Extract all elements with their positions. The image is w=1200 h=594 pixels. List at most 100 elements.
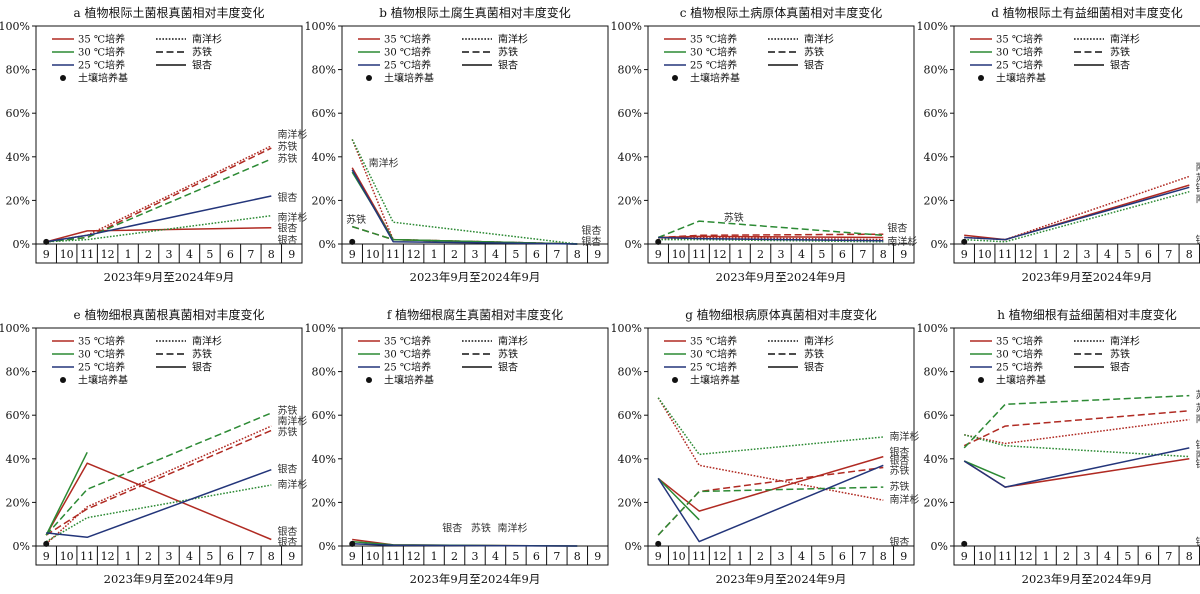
- y-tick-label: 20%: [312, 194, 336, 207]
- x-tick-label: 9: [43, 550, 50, 563]
- series-30c-yinxing: [351, 171, 578, 245]
- x-tick-label: 9: [288, 248, 295, 261]
- x-tick-label: 6: [839, 248, 846, 261]
- x-tick-label: 7: [247, 550, 254, 563]
- x-tick-label: 9: [594, 248, 601, 261]
- legend-label-nanyangshan: 南洋杉: [498, 335, 528, 348]
- legend-soil-marker: [60, 75, 66, 81]
- x-tick-label: 6: [1145, 248, 1152, 261]
- series-25c-yinxing: [964, 186, 1190, 241]
- x-tick-label: 4: [186, 550, 193, 563]
- legend-label-nanyangshan: 南洋杉: [1110, 33, 1140, 46]
- series-end-label: 银杏: [581, 235, 601, 248]
- chart-title-d: d 植物根际土有益细菌相对丰度变化: [991, 5, 1183, 20]
- x-tick-label: 4: [1104, 550, 1111, 563]
- x-tick-label: 1: [1043, 550, 1050, 563]
- soil-point: [655, 540, 662, 547]
- x-tick-label: 10: [978, 550, 992, 563]
- x-tick-label: 4: [492, 248, 499, 261]
- x-tick-label: 2: [145, 550, 152, 563]
- legend-label-yinxing: 银杏: [1110, 59, 1130, 72]
- series-end-label: 南洋杉: [277, 211, 307, 224]
- x-tick-label: 2: [1063, 550, 1070, 563]
- series-end-label: 南洋杉: [889, 493, 919, 506]
- series-end-label: 苏铁: [889, 464, 909, 477]
- legend-soil-marker: [978, 75, 984, 81]
- x-tick-label: 9: [961, 550, 968, 563]
- x-tick-label: 8: [880, 550, 887, 563]
- legend-label-soil: 土壤培养基: [996, 374, 1046, 387]
- soil-point: [349, 540, 356, 547]
- legend-label-yinxing: 银杏: [192, 361, 212, 374]
- y-tick-label: 60%: [6, 409, 30, 422]
- x-tick-label: 3: [778, 248, 785, 261]
- plot-frame: [35, 327, 303, 547]
- series-end-label: 南洋杉: [1195, 413, 1200, 426]
- legend-label-35: 35 ℃培养: [690, 335, 737, 348]
- series-end-label: 银杏: [442, 522, 462, 535]
- series-30c-nanyangshan: [964, 434, 1190, 458]
- legend-label-25: 25 ℃培养: [996, 361, 1043, 374]
- y-tick-label: 80%: [924, 366, 948, 379]
- legend-soil-marker: [60, 377, 66, 383]
- series-35c-yinxing: [657, 455, 884, 512]
- legend-label-nanyangshan: 南洋杉: [192, 33, 222, 46]
- y-tick-label: 100%: [0, 322, 30, 335]
- series-end-label: 苏铁: [1195, 389, 1200, 402]
- x-tick-label: 7: [553, 248, 560, 261]
- x-axis-label: 2023年9月至2024年9月: [410, 572, 541, 586]
- y-tick-label: 0%: [625, 540, 642, 553]
- x-label-strip: [647, 545, 915, 566]
- x-tick-label: 7: [1165, 550, 1172, 563]
- soil-point: [961, 238, 968, 245]
- x-label-strip: [647, 243, 915, 264]
- x-axis-label: 2023年9月至2024年9月: [716, 572, 847, 586]
- x-tick-label: 12: [713, 248, 727, 261]
- y-tick-label: 40%: [924, 453, 948, 466]
- legend-label-25: 25 ℃培养: [384, 361, 431, 374]
- x-label-strip: [35, 545, 303, 566]
- x-tick-label: 7: [247, 248, 254, 261]
- series-30c-nanyangshan: [657, 397, 884, 456]
- y-tick-label: 60%: [312, 107, 336, 120]
- legend-label-25: 25 ℃培养: [78, 59, 125, 72]
- x-tick-label: 8: [880, 248, 887, 261]
- x-tick-label: 11: [386, 550, 400, 563]
- x-tick-label: 7: [859, 248, 866, 261]
- y-tick-label: 20%: [6, 496, 30, 509]
- series-end-label: 银杏: [1195, 234, 1200, 247]
- x-tick-label: 2: [1063, 248, 1070, 261]
- chart-title-a: a 植物根际土菌根真菌相对丰度变化: [74, 5, 265, 20]
- series-30c-nanyangshan: [964, 190, 1190, 243]
- series-end-label: 苏铁: [724, 211, 744, 224]
- x-tick-label: 9: [655, 550, 662, 563]
- y-tick-label: 40%: [924, 151, 948, 164]
- series-35c-sutie: [963, 410, 1190, 447]
- soil-point: [349, 238, 356, 245]
- x-tick-label: 8: [574, 550, 581, 563]
- y-tick-label: 20%: [924, 194, 948, 207]
- series-35c-sutie: [45, 429, 272, 536]
- chart-panel-c: c 植物根际土病原体真菌相对丰度变化 0% 20% 40% 60% 80% 100% 9 10 1…: [611, 5, 918, 284]
- series-end-label: 苏铁: [277, 152, 297, 165]
- series-end-label: 南洋杉: [889, 430, 919, 443]
- series-end-label: 南洋杉: [1195, 192, 1200, 205]
- x-tick-label: 4: [492, 550, 499, 563]
- legend-label-25: 25 ℃培养: [996, 59, 1043, 72]
- x-tick-label: 2: [451, 550, 458, 563]
- x-tick-label: 8: [1186, 248, 1193, 261]
- y-tick-label: 20%: [924, 496, 948, 509]
- legend-label-30: 30 ℃培养: [690, 46, 737, 59]
- x-tick-label: 9: [900, 550, 907, 563]
- legend-label-35: 35 ℃培养: [78, 335, 125, 348]
- y-tick-label: 80%: [618, 64, 642, 77]
